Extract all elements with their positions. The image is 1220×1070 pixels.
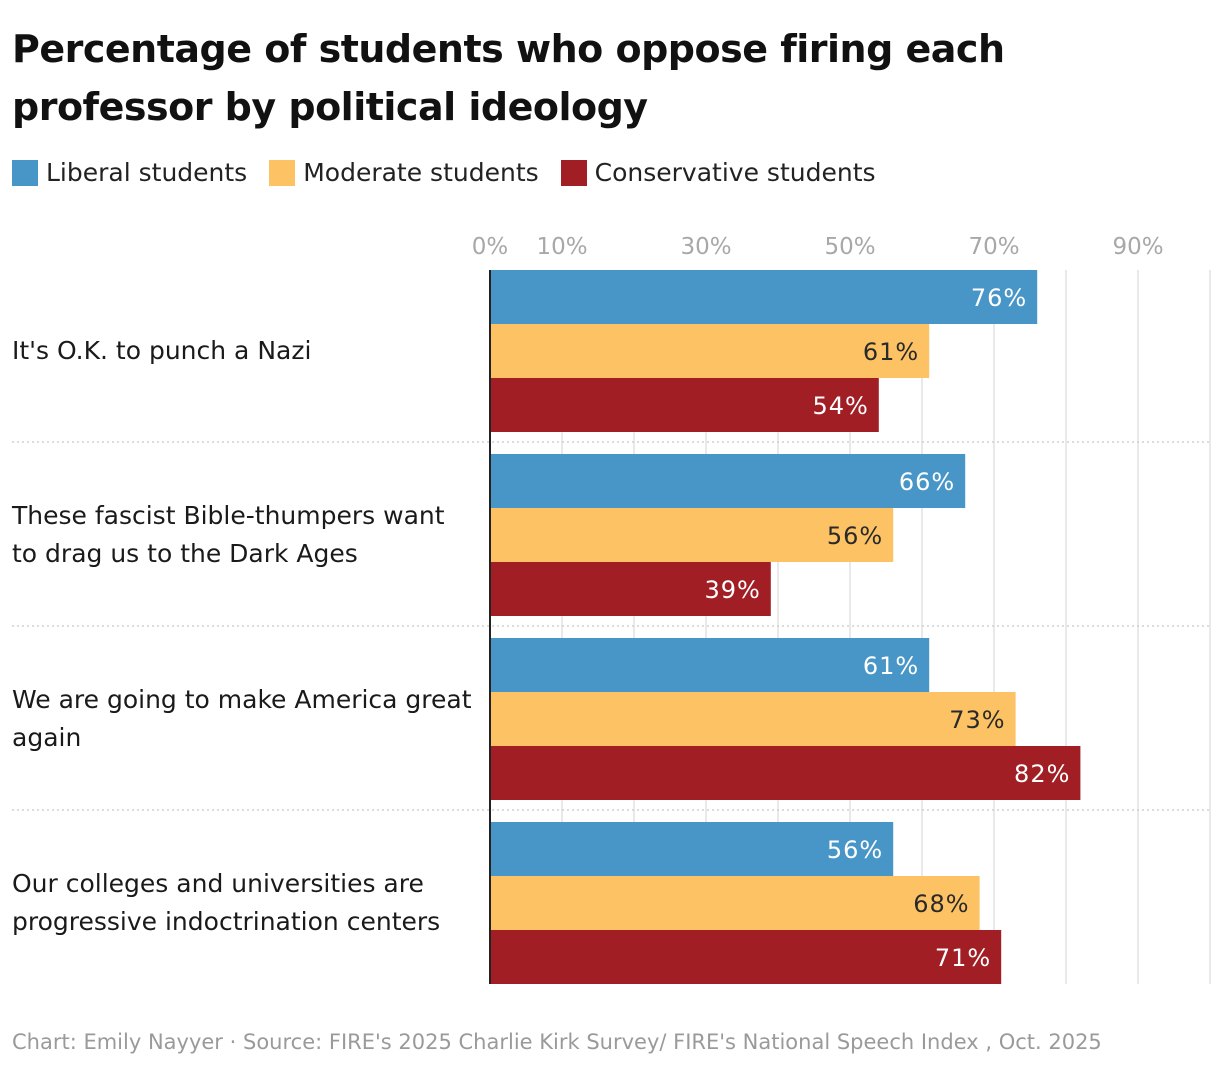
category-label: to drag us to the Dark Ages	[12, 539, 358, 568]
bar-value-label: 76%	[971, 284, 1027, 312]
x-tick-label: 90%	[1112, 234, 1163, 260]
legend-item: Liberal students	[12, 158, 247, 187]
bar-value-label: 54%	[812, 392, 868, 420]
bar-value-label: 56%	[827, 836, 883, 864]
bar	[490, 746, 1081, 800]
bar	[490, 930, 1002, 984]
x-tick-label: 30%	[680, 234, 731, 260]
category-label: It's O.K. to punch a Nazi	[12, 336, 311, 365]
chart-credit: Chart: Emily Nayyer	[12, 1030, 223, 1054]
bar	[490, 270, 1038, 324]
chart-footer: Chart: Emily Nayyer · Source: FIRE's 202…	[12, 1030, 1102, 1054]
bar	[490, 378, 879, 432]
x-tick-label: 70%	[968, 234, 1019, 260]
bar-value-label: 71%	[935, 944, 991, 972]
bar-value-label: 61%	[863, 338, 919, 366]
category-label: We are going to make America great	[12, 685, 472, 714]
bar	[490, 508, 894, 562]
bar	[490, 454, 966, 508]
bar-value-label: 68%	[913, 890, 969, 918]
category-label: again	[12, 723, 81, 752]
legend-label: Conservative students	[594, 158, 876, 187]
chart-title: Percentage of students who oppose firing…	[12, 27, 1005, 129]
bar-value-label: 56%	[827, 522, 883, 550]
bar	[490, 562, 771, 616]
legend-label: Moderate students	[303, 158, 539, 187]
bar	[490, 324, 930, 378]
bar-value-label: 66%	[899, 468, 955, 496]
category-label: progressive indoctrination centers	[12, 907, 440, 936]
legend-item: Moderate students	[269, 158, 539, 187]
bar-value-label: 73%	[949, 706, 1005, 734]
x-tick-label: 10%	[536, 234, 587, 260]
bar	[490, 822, 894, 876]
bar-value-label: 82%	[1014, 760, 1070, 788]
chart-legend: Liberal students Moderate students Conserv…	[12, 158, 898, 187]
bar-value-label: 61%	[863, 652, 919, 680]
category-label: Our colleges and universities are	[12, 869, 424, 898]
x-tick-label: 0%	[472, 234, 509, 260]
legend-item: Conservative students	[560, 158, 876, 187]
x-tick-label: 50%	[824, 234, 875, 260]
legend-label: Liberal students	[46, 158, 248, 187]
bar	[490, 692, 1016, 746]
legend-swatch	[269, 159, 296, 186]
chart-source: · Source: FIRE's 2025 Charlie Kirk Surve…	[229, 1030, 1102, 1054]
legend-swatch	[560, 159, 587, 186]
bar	[490, 638, 930, 692]
bar	[490, 876, 980, 930]
category-label: These fascist Bible-thumpers want	[11, 501, 445, 530]
legend-swatch	[12, 159, 38, 186]
bar-value-label: 39%	[704, 576, 760, 604]
